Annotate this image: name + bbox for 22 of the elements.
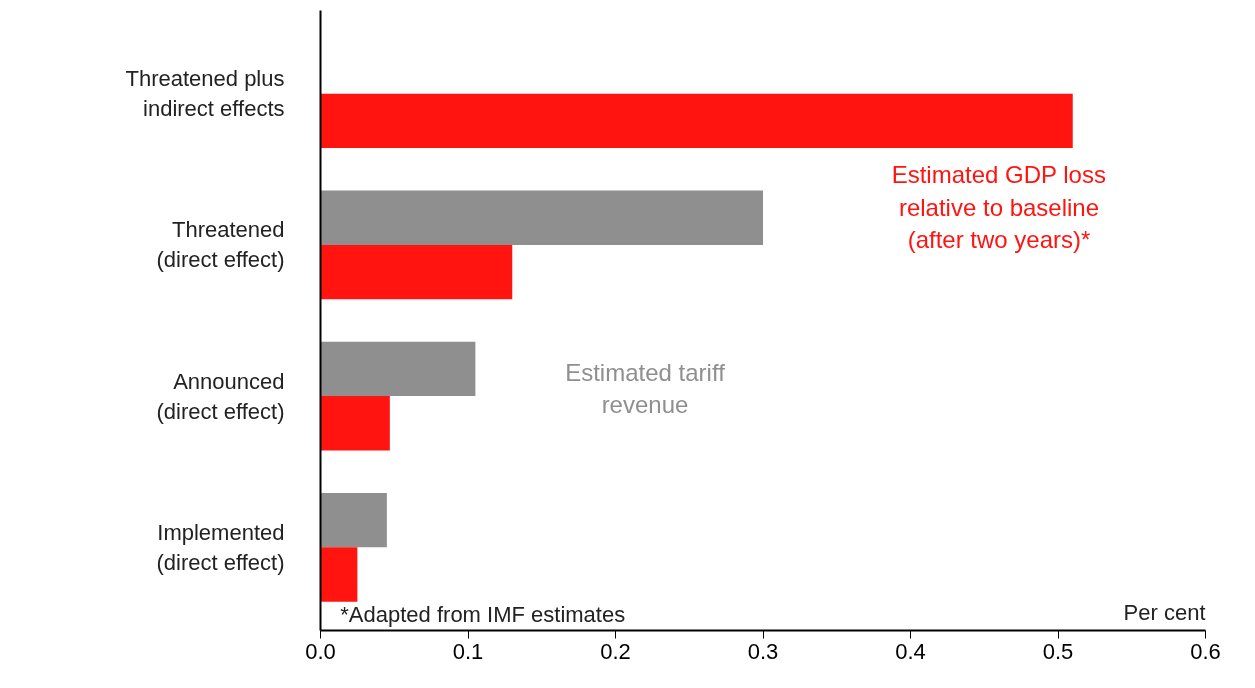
x-tick-label: 0.2 <box>600 638 631 664</box>
y-tick-label: Threatened (direct effect) <box>156 217 285 273</box>
bar <box>320 190 763 245</box>
series-label: Estimated GDP loss relative to baseline (after two years)* <box>891 161 1106 253</box>
x-tick-label: 0.4 <box>895 638 926 664</box>
bar <box>320 244 513 300</box>
bar <box>320 547 358 602</box>
y-tick-label: Announced (direct effect) <box>156 368 285 424</box>
x-tick-label: 0.6 <box>1190 638 1221 664</box>
bar <box>320 93 1073 149</box>
x-tick-label: 0.5 <box>1042 638 1074 664</box>
y-tick-label: Threatened plus indirect effects <box>125 66 285 122</box>
bar <box>320 341 476 397</box>
bar <box>320 492 387 548</box>
x-tick-label: 0.1 <box>452 638 484 664</box>
bar <box>320 396 390 451</box>
y-tick-label: Implemented (direct effect) <box>156 519 285 575</box>
x-tick-label: 0.0 <box>305 638 336 664</box>
x-axis-title: Per cent <box>1123 599 1206 625</box>
annotation: *Adapted from IMF estimates <box>340 601 626 627</box>
text: Estimated tariff revenue <box>565 358 726 419</box>
x-tick-label: 0.3 <box>747 638 779 664</box>
